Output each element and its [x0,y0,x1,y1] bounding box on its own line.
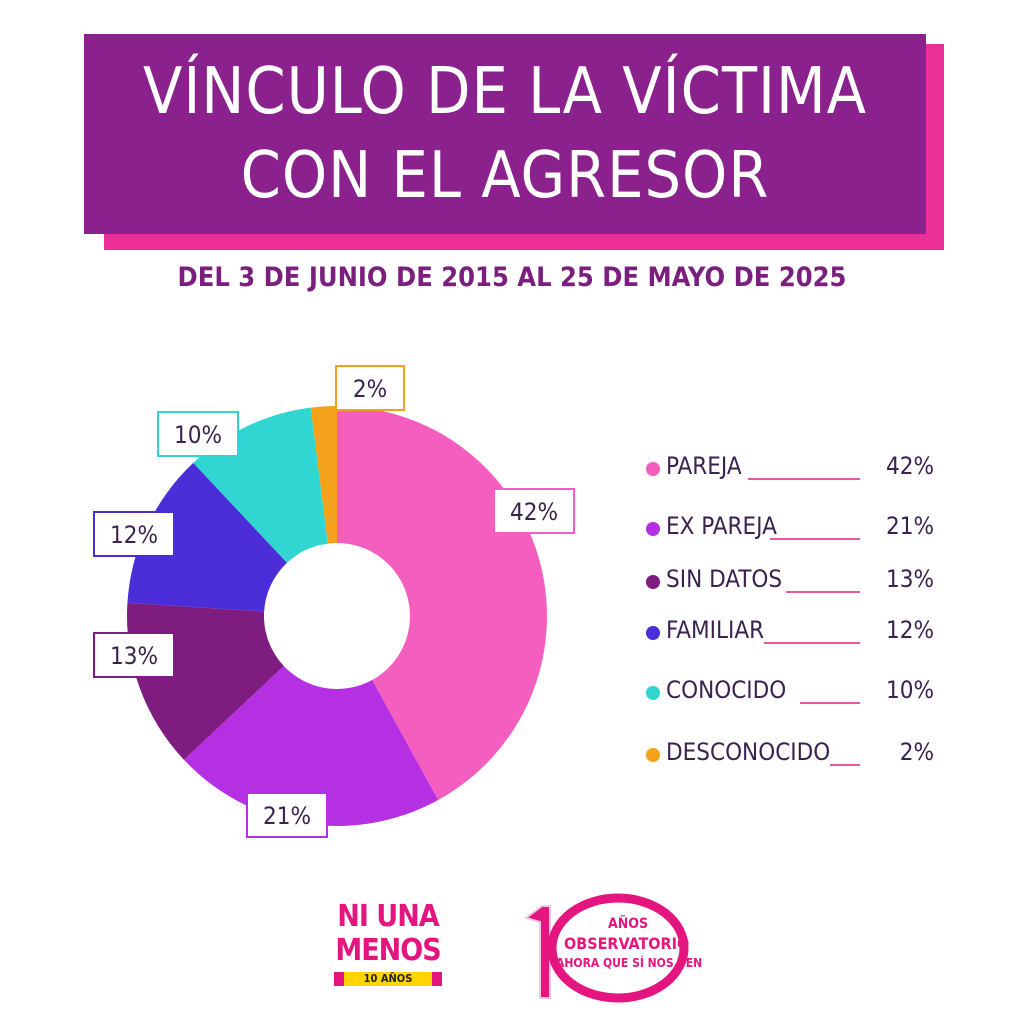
data-label-conocido: 10% [157,411,239,457]
data-label-text: 42% [510,498,558,526]
observatorio-logo: AÑOS OBSERVATORIO AHORA QUE SÍ NOS VEN [520,888,703,1004]
ni-una-menos-logo: NI UNA MENOS 10 AÑOS [334,900,442,996]
title-banner: VÍNCULO DE LA VÍCTIMA CON EL AGRESOR [84,34,926,234]
data-label-box [93,511,175,557]
data-label-text: 21% [263,802,311,830]
legend-leader-line [748,478,860,480]
legend-label: FAMILIAR [666,616,765,644]
slice-ex-pareja [183,665,439,826]
data-label-text: 2% [353,375,387,403]
legend-value: 10% [886,676,934,704]
legend-value: 2% [899,738,934,766]
data-label-desconocido: 2% [335,365,405,411]
legend-dot [646,626,660,640]
legend-leader-line [830,764,860,766]
legend-leader-line [786,591,860,593]
observatorio-years: AÑOS [608,916,649,932]
data-label-text: 13% [110,642,158,670]
legend-value: 42% [886,452,934,480]
legend-item-conocido: CONOCIDO 10% [646,674,946,714]
logo-line-ni-una: NI UNA [337,899,439,934]
data-label-box [335,365,405,411]
observatorio-name: OBSERVATORIO [564,934,690,953]
date-range-subtitle: DEL 3 DE JUNIO DE 2015 AL 25 DE MAYO DE … [177,262,847,293]
data-label-box [246,792,328,838]
data-label-box [157,411,239,457]
legend-leader-line [770,538,860,540]
legend-leader-line [800,702,860,704]
title-line-2: CON EL AGRESOR [240,139,770,213]
legend-label: PAREJA [666,452,742,480]
data-label-sin-datos: 13% [93,632,175,678]
logo-line-menos: MENOS [335,933,441,968]
legend-item-pareja: PAREJA 42% [646,450,946,490]
legend-leader-line [764,642,860,644]
legend-dot [646,462,660,476]
slice-desconocido [310,406,337,544]
legend-dot [646,522,660,536]
legend-label: CONOCIDO [666,676,787,704]
data-label-pareja: 42% [493,488,575,534]
legend-label: EX PAREJA [666,512,777,540]
data-label-text: 10% [174,421,222,449]
legend-value: 21% [886,512,934,540]
legend-item-desconocido: DESCONOCIDO 2% [646,736,946,776]
data-label-familiar: 12% [93,511,175,557]
legend-item-sin-datos: SIN DATOS 13% [646,563,946,603]
legend-dot [646,686,660,700]
data-label-box [93,632,175,678]
observatorio-ten-mark [523,893,689,1003]
slice-familiar [127,462,288,612]
legend-label: SIN DATOS [666,565,783,593]
legend-label: DESCONOCIDO [666,738,831,766]
data-label-text: 12% [110,521,158,549]
legend-dot [646,748,660,762]
observatorio-tagline: AHORA QUE SÍ NOS VEN [556,956,703,970]
legend-item-ex-pareja: EX PAREJA 21% [646,510,946,550]
title-line-1: VÍNCULO DE LA VÍCTIMA [142,55,868,129]
legend-value: 12% [886,616,934,644]
logo-years-badge: 10 AÑOS [334,972,442,986]
legend-item-familiar: FAMILIAR 12% [646,614,946,654]
legend-value: 13% [886,565,934,593]
legend-dot [646,575,660,589]
data-label-box [493,488,575,534]
data-label-ex-pareja: 21% [246,792,328,838]
